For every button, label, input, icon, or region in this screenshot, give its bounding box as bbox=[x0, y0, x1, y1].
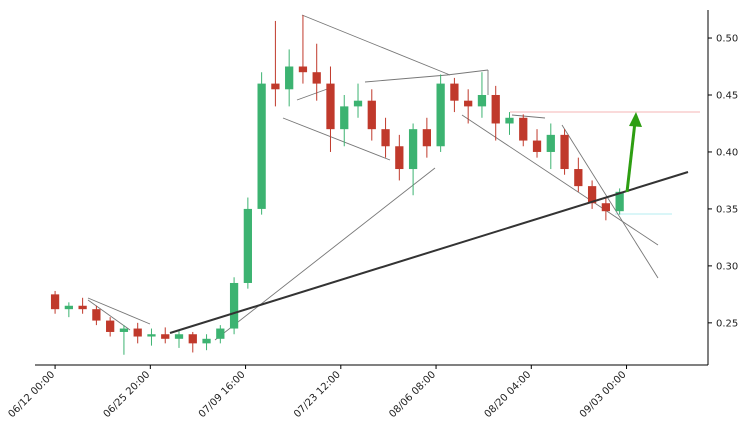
candle-body bbox=[519, 117, 528, 141]
y-tick-label: 0.35 bbox=[716, 204, 738, 215]
candle-body bbox=[312, 72, 321, 84]
y-tick-label: 0.45 bbox=[716, 90, 738, 101]
y-tick-label: 0.40 bbox=[716, 147, 738, 158]
candle-body bbox=[601, 203, 611, 212]
overlays bbox=[169, 112, 689, 334]
candle-body bbox=[64, 305, 73, 310]
candle-body bbox=[271, 83, 280, 90]
trend-line bbox=[282, 117, 391, 161]
candle-body bbox=[505, 117, 514, 124]
candle-body bbox=[587, 186, 597, 204]
x-tick-label: 06/12 00:00 bbox=[6, 369, 57, 420]
candle-body bbox=[298, 66, 308, 73]
candle-body bbox=[408, 129, 418, 170]
candle-body bbox=[395, 146, 404, 170]
x-tick-label: 08/20 04:00 bbox=[483, 369, 534, 420]
plot bbox=[50, 15, 624, 355]
candle-body bbox=[174, 334, 184, 339]
candle-body bbox=[119, 328, 129, 332]
x-tick-label: 09/03 00:00 bbox=[578, 369, 629, 420]
trend-line bbox=[561, 124, 659, 279]
trend-line bbox=[87, 299, 131, 331]
candle-body bbox=[340, 106, 349, 130]
x-tick-label: 08/06 08:00 bbox=[387, 369, 438, 420]
y-tick-label: 0.30 bbox=[716, 261, 738, 272]
candle-body bbox=[381, 129, 390, 147]
candle-body bbox=[353, 100, 363, 107]
trend-line bbox=[461, 114, 659, 246]
candle-body bbox=[367, 100, 376, 130]
candle-body bbox=[216, 328, 225, 339]
candle-body bbox=[574, 169, 583, 187]
candle-body bbox=[422, 129, 431, 147]
x-tick-label: 07/23 12:00 bbox=[292, 369, 343, 420]
y-tick-label: 0.25 bbox=[716, 318, 738, 329]
x-tick-label: 07/09 16:00 bbox=[197, 369, 248, 420]
y-tick-label: 0.50 bbox=[716, 34, 738, 45]
support-line bbox=[169, 171, 689, 334]
candle-body bbox=[147, 334, 156, 337]
candle-body bbox=[243, 208, 252, 283]
candle-body bbox=[106, 320, 115, 332]
candle-body bbox=[257, 83, 266, 209]
trend-line bbox=[301, 14, 451, 76]
trend-line bbox=[511, 114, 546, 119]
trend-line bbox=[446, 69, 489, 76]
candle-body bbox=[326, 83, 335, 130]
candle-body bbox=[560, 134, 569, 170]
candle-body bbox=[78, 305, 87, 310]
candle-body bbox=[92, 309, 101, 321]
x-tick-label: 06/25 20:00 bbox=[102, 369, 153, 420]
trend-line bbox=[87, 297, 151, 325]
candle-body bbox=[50, 294, 60, 310]
candle-body bbox=[229, 282, 239, 329]
trend-line bbox=[364, 74, 448, 83]
candle-body bbox=[202, 338, 211, 344]
candle-body bbox=[436, 83, 445, 147]
arrow-shaft bbox=[625, 121, 637, 193]
candle-body bbox=[546, 134, 555, 152]
candle-body bbox=[285, 66, 294, 90]
candle-body bbox=[161, 334, 170, 339]
candle-body bbox=[464, 100, 473, 107]
candle-body bbox=[532, 140, 542, 152]
candle-body bbox=[188, 334, 197, 344]
candle-body bbox=[491, 94, 500, 124]
candle-body bbox=[450, 83, 459, 101]
candle-body bbox=[615, 191, 624, 212]
trend-line bbox=[296, 87, 331, 101]
arrow-head bbox=[629, 112, 642, 127]
candle-body bbox=[133, 328, 142, 337]
candle-body bbox=[477, 94, 487, 107]
annotations bbox=[87, 14, 700, 341]
trend-line bbox=[214, 167, 436, 341]
